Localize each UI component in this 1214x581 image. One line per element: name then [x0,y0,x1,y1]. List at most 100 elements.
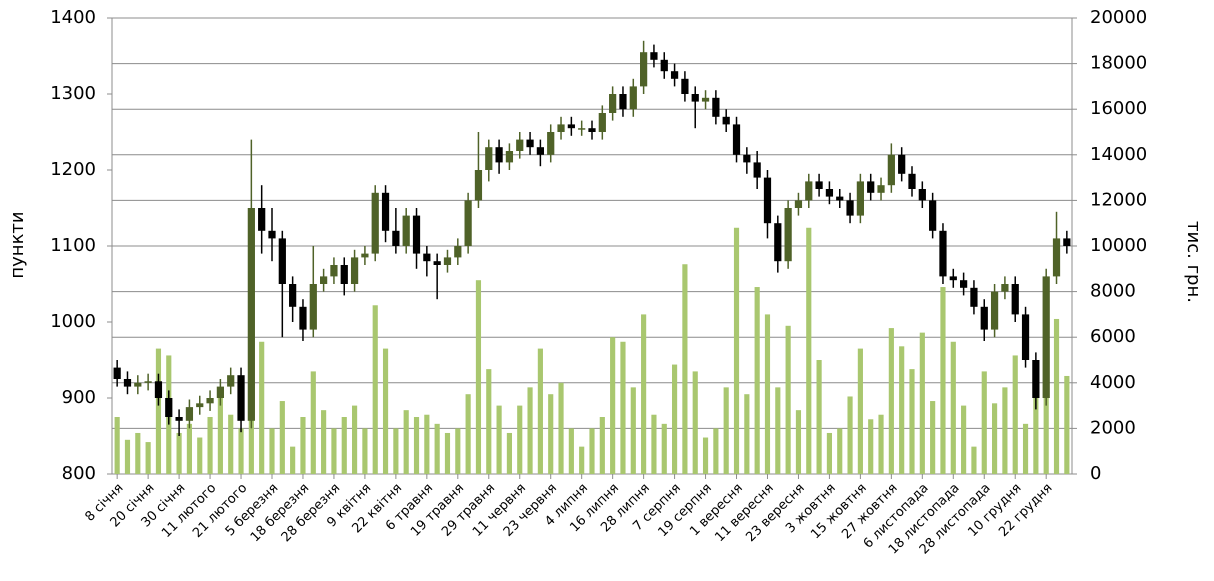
volume-bar [816,360,822,474]
volume-bar [754,287,760,474]
volume-bar [1053,318,1060,474]
volume-bar [135,432,141,474]
volume-bar [413,417,420,474]
candle-body [722,116,730,125]
candle-body [939,230,947,277]
volume-bar [661,423,667,474]
volume-bar [899,346,905,474]
volume-bar [114,417,120,474]
volume-bar [155,348,162,474]
candle-body [578,128,586,130]
candle-body [516,139,524,151]
candle-body [361,253,369,258]
candle-body [392,230,400,246]
volume-bar [1033,394,1039,474]
candle-body [867,181,875,193]
candle-body [763,177,772,224]
candle-body [381,192,390,231]
volume-bar [599,417,605,474]
candle-body [547,132,555,155]
y-tick-label: 1300 [50,83,96,104]
candle-body [1021,314,1030,360]
candle-body [960,280,968,288]
candle-body [887,154,895,186]
candle-body [412,215,421,254]
volume-bar [372,305,378,474]
candle-body [495,147,503,163]
volume-bar [207,417,213,474]
candle-body [309,284,317,330]
candle-body [629,86,637,110]
volume-bar [424,414,430,474]
candle-body [123,379,132,387]
candle-body [1032,360,1040,398]
candle-body [918,189,926,201]
candle-body [753,162,761,178]
volume-bar [919,332,925,474]
volume-bar [537,348,543,474]
candle-body [350,257,359,284]
volume-bar [930,401,936,474]
volume-bar [682,264,688,474]
candle-body [1052,238,1061,277]
y2-tick-label: 18000 [1090,53,1147,74]
volume-bar [733,227,740,474]
candle-body [340,265,348,284]
candle-body [929,200,937,231]
candle-body [154,381,163,398]
candle-body [856,181,864,216]
candle-body [227,375,235,387]
volume-bar [341,417,347,474]
candle-body [1011,284,1019,315]
volume-bar [940,287,946,474]
volume-bar [290,446,296,474]
candle-body [402,215,410,246]
volume-bar [950,341,956,474]
candle-body [1063,238,1071,246]
candle-body [836,196,844,201]
y2-tick-label: 12000 [1090,189,1147,210]
volume-bar [568,428,574,474]
y-tick-label: 800 [62,463,96,484]
volume-bar [971,446,977,474]
volume-bar [589,428,595,474]
candle-body [1042,276,1050,398]
volume-bar [837,428,843,474]
y-axis-label: пункти [7,211,28,278]
y-tick-label: 1000 [50,311,96,332]
candle-body [371,192,379,254]
y2-tick-label: 8000 [1090,281,1136,302]
candle-body [526,139,534,148]
volume-bar [527,387,533,474]
volume-bar [806,227,812,474]
candle-body [743,154,751,163]
candle-body [815,181,823,189]
volume-bar [352,405,358,474]
volume-bar [496,405,502,474]
candle-body [237,375,245,421]
candle-body [443,257,452,265]
volume-bar [1064,375,1070,474]
volume-bar [124,439,131,474]
volume-bar [744,394,750,474]
candle-body [278,238,286,284]
candle-body [464,200,472,246]
candle-body [423,253,431,262]
volume-bar [279,401,285,474]
volume-bar [847,396,853,474]
volume-bar [238,428,244,474]
candle-body [670,71,679,79]
candle-body [701,97,710,102]
volume-bar [641,314,647,474]
volume-bar [795,410,802,474]
volume-bar [331,428,337,474]
candle-body [454,246,462,258]
volume-bar [1002,387,1008,474]
volume-bar [961,405,967,474]
candle-body [609,94,617,113]
volume-bar [269,428,275,474]
volume-bar [506,432,512,474]
volume-bar [702,437,709,474]
candle-body [113,367,121,379]
volume-bar [197,437,203,474]
